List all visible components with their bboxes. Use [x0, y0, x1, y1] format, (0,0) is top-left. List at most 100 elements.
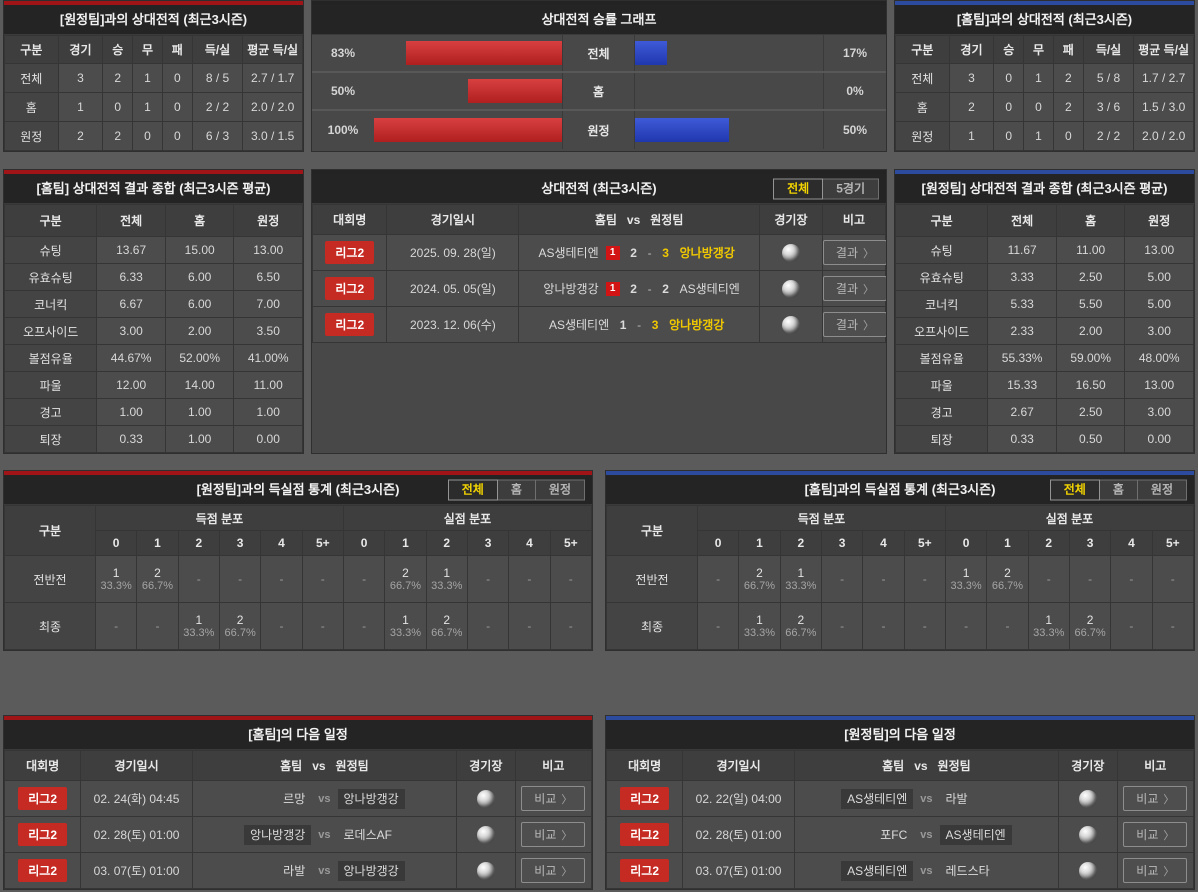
scored-group-header: 득점 분포 — [94, 505, 344, 531]
compare-button[interactable]: 비교 〉 — [521, 822, 586, 847]
bin-header: 3 — [1068, 530, 1112, 556]
bin-header: 4 — [508, 530, 551, 556]
stadium-globe-icon[interactable] — [476, 825, 495, 844]
bin-header: 1 — [986, 530, 1029, 556]
column-header: 득/실 — [191, 35, 244, 64]
result-button[interactable]: 결과 〉 — [822, 240, 887, 265]
h2h-home-panel: [홈팀]과의 상대전적 (최근3시즌) 구분 경기 승 무 패 득/실 평균 득/실 전체 3 0… — [894, 0, 1195, 152]
distribution-cell: - — [820, 602, 864, 650]
panel-title: [원정팀]과의 상대전적 (최근3시즌) — [4, 5, 303, 35]
schedule-teams: 르망 vs 앙나방갱강 — [193, 789, 456, 809]
chevron-right-icon: 〉 — [863, 248, 874, 260]
league-cell: 리그2 — [311, 306, 388, 343]
tab-away[interactable]: 원정 — [535, 479, 585, 500]
bin-header: 5+ — [903, 530, 946, 556]
league-badge: 리그2 — [18, 787, 68, 810]
schedule-away-panel: [원정팀]의 다음 일정 대회명 경기일시 홈팀 vs 원정팀 경기장 비고 리그2 02.… — [605, 715, 1195, 890]
stadium-globe-icon[interactable] — [781, 243, 800, 262]
stat-value: 6.33 — [96, 263, 166, 291]
stat-value: 3.0 / 1.5 — [242, 121, 303, 151]
column-header: 원정 — [233, 204, 303, 237]
h2h-away-table: 구분 경기 승 무 패 득/실 평균 득/실 전체 3 2 1 0 8 / 5 2.7 / 1.7 홈 1 0 1… — [4, 35, 303, 151]
away-team-chip: AS생테티엔 — [939, 825, 1012, 845]
stat-value: 2 — [1052, 92, 1084, 122]
match-date: 02. 28(토) 01:00 — [80, 816, 193, 853]
stadium-cell — [758, 306, 823, 343]
summary-away-panel: [원정팀] 상대전적 결과 종합 (최근3시즌 평균) 구분 전체 홈 원정 슈팅 11.… — [894, 169, 1195, 454]
winrate-row: 100% 원정 50% — [312, 111, 886, 149]
match-date: 03. 07(토) 01:00 — [682, 852, 795, 889]
red-card-badge: 1 — [605, 281, 620, 296]
panel-title: [홈팀] 상대전적 결과 종합 (최근3시즌 평균) — [4, 174, 303, 204]
result-button[interactable]: 결과 〉 — [822, 312, 887, 337]
tab-home[interactable]: 홈 — [497, 479, 536, 500]
panel-title: [홈팀]의 다음 일정 — [4, 720, 592, 750]
schedule-row: 리그2 03. 07(토) 01:00 AS생테티엔 vs 레드스타 비교 〉 — [605, 852, 1195, 889]
column-header: 경기장 — [758, 204, 823, 235]
stadium-globe-icon[interactable] — [476, 861, 495, 880]
goals-vs-home-title: [홈팀]과의 득실점 통계 (최근3시즌) — [804, 482, 996, 497]
stadium-cell — [1057, 852, 1118, 889]
result-button[interactable]: 결과 〉 — [822, 276, 887, 301]
away-percent-label: 0% — [846, 84, 864, 98]
tab-5games[interactable]: 5경기 — [823, 178, 879, 199]
match-teams: 앙나방갱강 1 2-2 AS생테티엔 — [519, 280, 759, 297]
stat-value: 2 — [948, 92, 995, 122]
distribution-cell: - — [696, 555, 740, 603]
panel-title: [원정팀]의 다음 일정 — [606, 720, 1194, 750]
teams-cell: AS생테티엔 vs 라발 — [793, 780, 1059, 817]
stat-value: 59.00% — [1055, 344, 1126, 372]
distribution-cell: 1 33.3% — [738, 602, 781, 650]
table-body: 리그2 02. 22(일) 04:00 AS생테티엔 vs 라발 비교 〉 리그2 02. 28… — [605, 780, 1195, 889]
stadium-globe-icon[interactable] — [781, 315, 800, 334]
compare-button[interactable]: 비교 〉 — [1123, 786, 1188, 811]
compare-button[interactable]: 비교 〉 — [521, 858, 586, 883]
distribution-cell: - — [862, 555, 905, 603]
distribution-cell: 1 33.3% — [779, 555, 822, 603]
tab-all[interactable]: 전체 — [773, 178, 824, 199]
table-head: 구분 경기 승 무 패 득/실 평균 득/실 — [4, 35, 303, 64]
panel-title: [홈팀]과의 득실점 통계 (최근3시즌) 전체 홈 원정 — [606, 475, 1194, 505]
bin-header: 1 — [384, 530, 427, 556]
tab-home[interactable]: 홈 — [1099, 479, 1138, 500]
table-row: 코너킥 5.33 5.50 5.00 — [894, 290, 1194, 318]
league-badge: 리그2 — [620, 823, 670, 846]
league-cell: 리그2 — [311, 234, 388, 271]
home-team-name: 르망 — [193, 790, 311, 807]
distribution-cell: - — [862, 602, 905, 650]
tab-all[interactable]: 전체 — [1049, 479, 1100, 500]
column-header: 경기장 — [1057, 750, 1118, 781]
distribution-cell: - — [1068, 555, 1112, 603]
stadium-globe-icon[interactable] — [1078, 789, 1097, 808]
table-body: 슈팅 11.67 11.00 13.00 유효슈팅 3.33 2.50 5.00 코너킥 5.33… — [894, 236, 1194, 453]
home-winrate-bar — [405, 41, 562, 65]
stat-value: 15.00 — [164, 236, 235, 264]
stadium-globe-icon[interactable] — [1078, 825, 1097, 844]
away-score: 2 — [662, 281, 669, 296]
compare-button[interactable]: 비교 〉 — [1123, 858, 1188, 883]
percent-value: 66.7% — [431, 626, 463, 639]
tab-all[interactable]: 전체 — [447, 479, 498, 500]
stat-value: 13.67 — [96, 236, 166, 264]
stat-value: 0 — [993, 121, 1025, 151]
row-label: 오프사이드 — [894, 317, 989, 345]
compare-button[interactable]: 비교 〉 — [521, 786, 586, 811]
teams-cell: AS생테티엔 1 2-3 앙나방갱강 — [518, 234, 760, 271]
tab-away[interactable]: 원정 — [1137, 479, 1187, 500]
note-cell: 비교 〉 — [514, 852, 593, 889]
distribution-cell: - — [508, 555, 551, 603]
stadium-globe-icon[interactable] — [1078, 861, 1097, 880]
stat-value: 13.00 — [1124, 236, 1194, 264]
stadium-globe-icon[interactable] — [781, 279, 800, 298]
stadium-globe-icon[interactable] — [476, 789, 495, 808]
home-score: 1 — [619, 317, 627, 332]
away-team-name: 레드스타 — [940, 862, 1058, 879]
column-header: 전체 — [96, 204, 166, 237]
stat-value: 2 / 2 — [1082, 121, 1135, 151]
teams-cell: 르망 vs 앙나방갱강 — [191, 780, 457, 817]
stat-value: 1.7 / 2.7 — [1133, 63, 1194, 93]
compare-button[interactable]: 비교 〉 — [1123, 822, 1188, 847]
table-row: 오프사이드 3.00 2.00 3.50 — [3, 317, 303, 345]
percent-value: 66.7% — [785, 626, 817, 639]
stat-value: 0 — [993, 63, 1025, 93]
